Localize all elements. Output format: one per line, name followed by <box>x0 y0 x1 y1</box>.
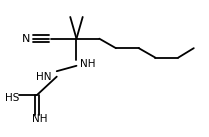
Text: HN: HN <box>36 72 52 82</box>
Text: NH: NH <box>32 114 48 124</box>
Text: NH: NH <box>80 59 95 69</box>
Text: HS: HS <box>5 93 19 103</box>
Text: N: N <box>21 34 30 44</box>
